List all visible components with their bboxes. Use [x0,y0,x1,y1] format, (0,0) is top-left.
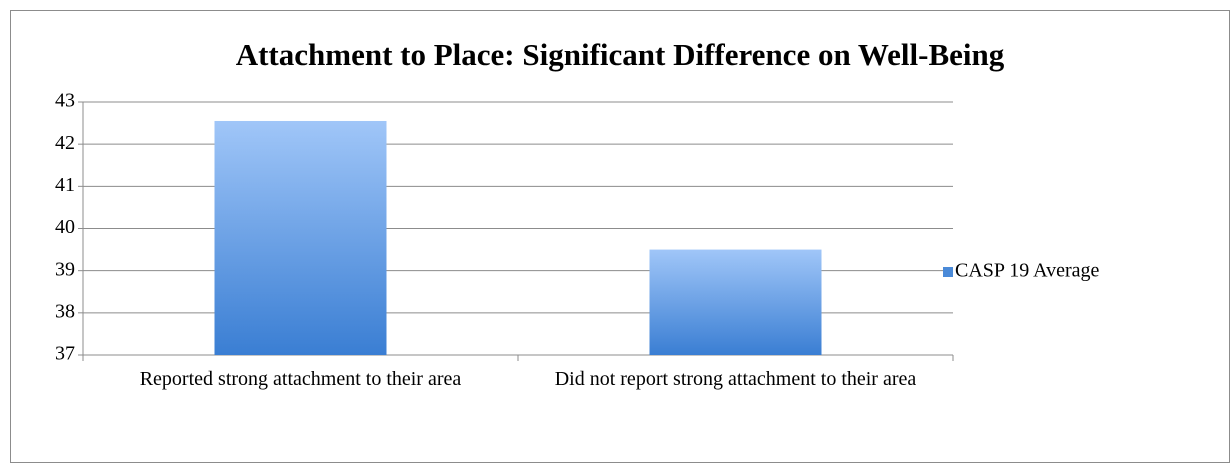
bar [214,120,387,355]
chart-title: Attachment to Place: Significant Differe… [236,37,1005,72]
x-tick-label: Reported strong attachment to their area [139,368,462,390]
y-tick-label: 42 [55,132,75,154]
legend-label: CASP 19 Average [955,260,1100,282]
x-tick-label: Did not report strong attachment to thei… [554,368,917,390]
y-tick-label: 41 [55,174,75,196]
y-tick-label: 38 [55,300,75,322]
y-tick-label: 37 [55,343,75,365]
y-tick-label: 40 [55,216,75,238]
bar [649,249,822,355]
y-tick-label: 39 [55,258,75,280]
chart-border [10,10,1230,463]
y-tick-label: 43 [55,90,75,112]
legend-swatch [943,267,953,277]
